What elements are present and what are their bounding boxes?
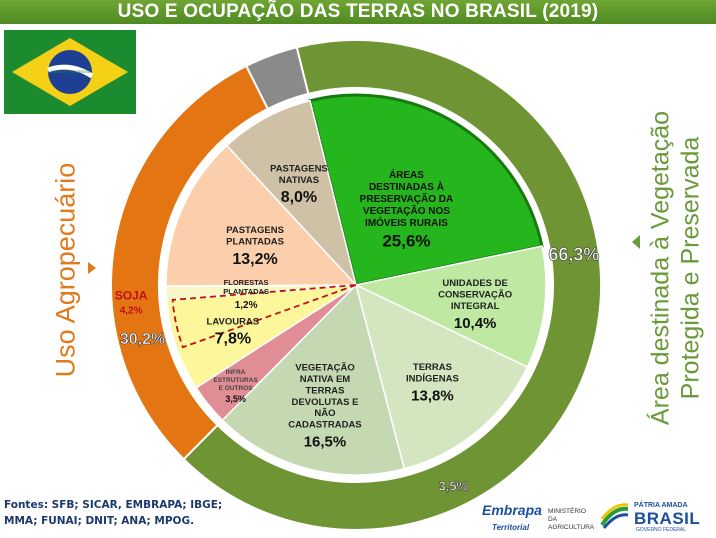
- pie-slice-label: IMÓVEIS RURAIS: [365, 216, 448, 229]
- pie-value-label: 8,0%: [281, 189, 317, 206]
- sources-line2: MMA; FUNAI; DNIT; ANA; MPOG.: [4, 515, 195, 527]
- flag-motto: ORDEM E PROGRESSO: [50, 70, 91, 74]
- pie-slice-label: ÁREAS: [389, 168, 424, 181]
- pie-value-label: 16,5%: [304, 434, 347, 451]
- pie-slice-label: FLORESTAS: [224, 278, 269, 287]
- outer-ring-slice: [182, 39, 602, 531]
- brasil-logo-top: PÁTRIA AMADA: [634, 502, 688, 509]
- pie-value-label: 25,6%: [382, 232, 430, 251]
- pie-value-label: 13,8%: [411, 387, 454, 404]
- pie-slice-label: E OUTROS: [219, 385, 254, 392]
- pie-value-label: 7,8%: [215, 331, 251, 348]
- outer-value-label: 30,2%: [120, 331, 165, 348]
- pie-slice-label: NATIVAS: [279, 175, 319, 186]
- pie-slice-label: CADASTRADAS: [288, 420, 361, 431]
- brasil-logo-sub: GOVERNO FEDERAL: [636, 527, 687, 533]
- pie-value-label: 3,5%: [225, 394, 246, 404]
- ministry-logo: MINISTÉRIO DA AGRICULTURA: [548, 508, 595, 531]
- pie-slice-label: VEGETAÇÃO NOS: [363, 204, 450, 217]
- arrows: [88, 235, 640, 274]
- pie-slice-label: UNIDADES DE: [442, 278, 507, 289]
- pie-slice-label: INDÍGENAS: [406, 373, 459, 384]
- pie-slice-label: TERRAS: [305, 385, 344, 396]
- soja-highlight: [171, 284, 357, 349]
- agro-arrow-icon: [88, 262, 96, 274]
- pie-slice-label: VEGETAÇÃO: [295, 363, 354, 374]
- pie-slice: [165, 284, 357, 389]
- pie-slice: [165, 144, 358, 287]
- pie-slice-label: LAVOURAS: [207, 316, 260, 327]
- vegetation-label-line1: Área destinada à Vegetação: [646, 110, 675, 426]
- outer-ring-slice: [244, 46, 310, 111]
- outer-ring: [110, 39, 602, 531]
- pie-slice-label: INFRA: [226, 369, 246, 376]
- pie-slice-label: NATIVA EM: [300, 374, 351, 385]
- pie-slice: [225, 99, 357, 286]
- pie-value-label: 13,2%: [232, 251, 277, 268]
- outer-value-label: 3,5%: [438, 479, 468, 494]
- pie-slice-label: PLANTADAS: [226, 237, 284, 248]
- pie-slice-label: CONSERVAÇÃO: [438, 290, 512, 301]
- pie-slice-label: PRESERVAÇÃO DA: [360, 192, 454, 205]
- chart-title: USO E OCUPAÇÃO DAS TERRAS NO BRASIL (201…: [117, 1, 599, 22]
- sources: Fontes: SFB; SICAR, EMBRAPA; IBGE; MMA; …: [4, 497, 254, 529]
- agro-label: Uso Agropecuário: [50, 162, 81, 378]
- inner-pie: [165, 93, 547, 476]
- pie-slice: [354, 283, 529, 470]
- pie-slice: [221, 283, 406, 476]
- vegetation-arrow-icon: [632, 235, 640, 249]
- brasil-logo-main: BRASIL: [634, 509, 701, 528]
- pie-slice-label: DEVOLUTAS E: [292, 397, 359, 408]
- pie-value-label: 1,2%: [235, 300, 258, 311]
- brasil-logo-mark: [600, 503, 629, 529]
- pie-slice: [353, 245, 547, 369]
- pie-slice-label: PLANTADAS: [223, 287, 269, 296]
- pie-slice: [308, 93, 544, 287]
- embrapa-logo: Embrapa: [482, 502, 542, 518]
- title-bar: [0, 0, 716, 24]
- pie-slice-label: PASTAGENS: [270, 163, 328, 174]
- brazil-flag: ORDEM E PROGRESSO: [4, 30, 136, 114]
- pie-value-label: 10,4%: [454, 315, 497, 332]
- soja-value-label: 4,2%: [120, 306, 143, 317]
- soja-outline: [171, 284, 357, 349]
- pie-slice-label: ESTRUTURAS: [213, 377, 258, 384]
- soja-label: SOJA: [115, 289, 148, 303]
- outer-value-label: 66,3%: [548, 244, 599, 264]
- embrapa-logo-sub: Territorial: [492, 523, 530, 532]
- pie-slice-label: NÃO: [314, 408, 335, 419]
- pie-slice-label: PASTAGENS: [226, 225, 284, 236]
- sources-line1: Fontes: SFB; SICAR, EMBRAPA; IBGE;: [4, 499, 223, 511]
- pie-slice-label: DESTINADAS À: [369, 180, 444, 193]
- pie-slice-label: INTEGRAL: [451, 301, 500, 312]
- vegetation-label-line2: Protegida e Preservada: [676, 136, 705, 400]
- pie-slice-label: TERRAS: [413, 362, 452, 373]
